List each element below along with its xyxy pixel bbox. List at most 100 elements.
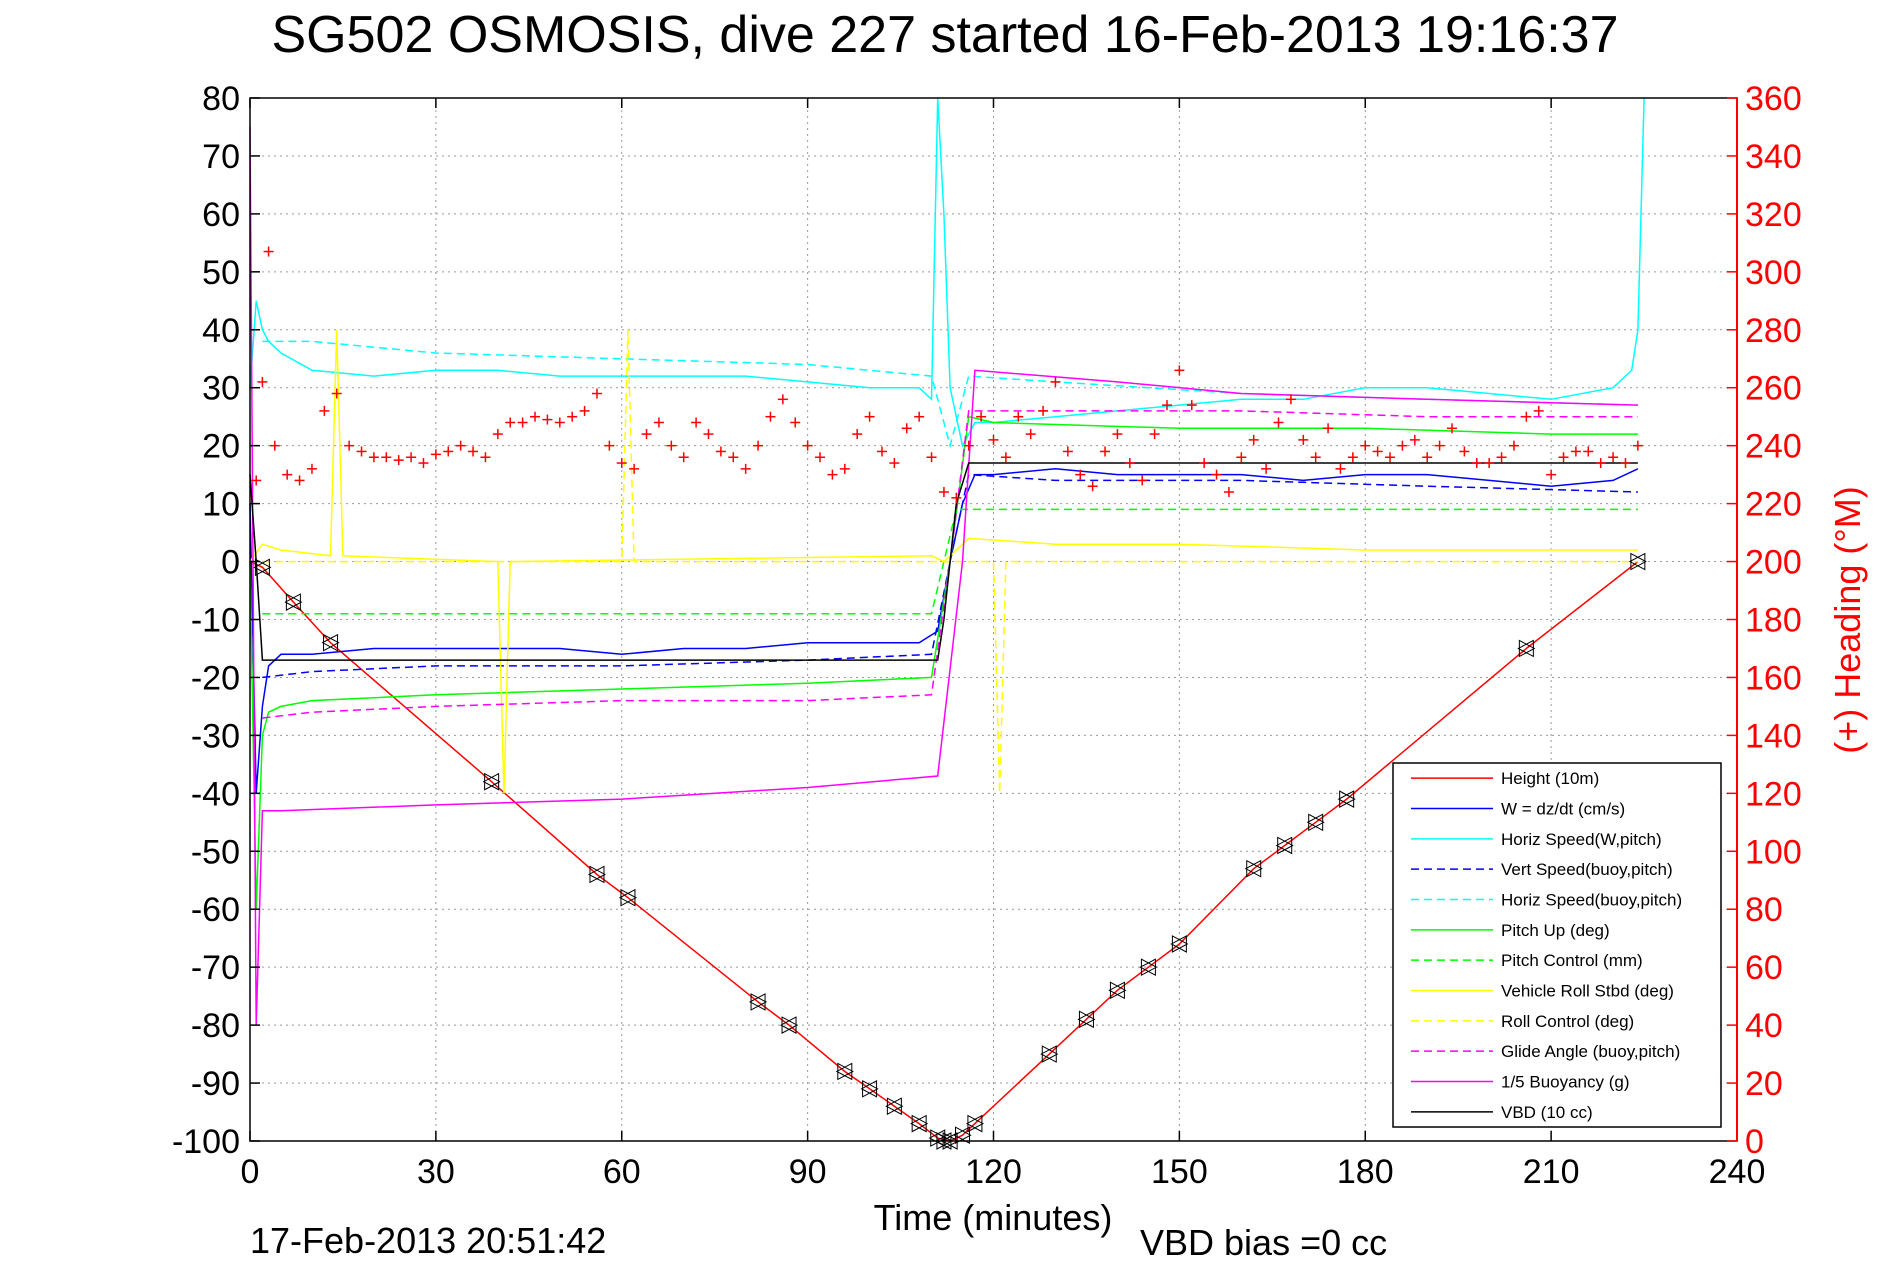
legend-label: Horiz Speed(W,pitch) [1501, 830, 1662, 849]
sample-marker [748, 993, 768, 1011]
heading-point [604, 440, 615, 451]
heading-point [1112, 429, 1123, 440]
heading-point [492, 429, 503, 440]
heading-point [257, 376, 268, 387]
heading-point [1223, 487, 1234, 498]
legend-item: Pitch Control (mm) [1411, 951, 1643, 970]
y-right-axis-label: (+) Heading (°M) [1827, 486, 1868, 753]
x-tick-label: 0 [241, 1153, 260, 1191]
sample-marker [618, 888, 638, 907]
heading-point [1124, 458, 1135, 469]
heading-point [269, 440, 280, 451]
y-right-tick-label: 240 [1745, 428, 1802, 466]
legend-label: Vert Speed(buoy,pitch) [1501, 860, 1673, 879]
legend-item: Horiz Speed(buoy,pitch) [1411, 891, 1682, 910]
y-right-tick-label: 300 [1745, 254, 1802, 292]
heading-point [530, 411, 541, 422]
y-tick-label: -70 [191, 949, 240, 987]
heading-point [1583, 446, 1594, 457]
y-right-tick-label: 180 [1745, 602, 1802, 640]
legend-label: Pitch Up (deg) [1501, 921, 1610, 940]
heading-point [938, 487, 949, 498]
sample-marker [1517, 639, 1536, 658]
heading-point [926, 452, 937, 463]
heading-point [753, 440, 764, 451]
x-tick-label: 210 [1523, 1153, 1580, 1191]
heading-point [1372, 446, 1383, 457]
heading-point [1323, 423, 1334, 434]
heading-point [1310, 452, 1321, 463]
heading-point [331, 388, 342, 399]
y-tick-label: 80 [202, 80, 240, 118]
y-tick-label: -20 [191, 659, 240, 697]
heading-point [653, 417, 664, 428]
heading-point [1496, 452, 1507, 463]
x-axis-label: Time (minutes) [874, 1197, 1113, 1238]
y-right-tick-label: 140 [1745, 717, 1802, 755]
y-right-tick-label: 160 [1745, 659, 1802, 697]
y-right-tick-label: 200 [1745, 544, 1802, 582]
legend-item: Height (10m) [1411, 769, 1599, 788]
legend-item: VBD (10 cc) [1411, 1103, 1593, 1122]
heading-point [1632, 440, 1643, 451]
heading-point [1459, 446, 1470, 457]
y-tick-label: -100 [172, 1123, 240, 1161]
heading-point [889, 458, 900, 469]
heading-point [1360, 440, 1371, 451]
y-right-tick-label: 320 [1745, 196, 1802, 234]
heading-point [1521, 411, 1532, 422]
heading-point [1025, 429, 1036, 440]
series-line-1 [249, 468, 1639, 794]
heading-point [790, 417, 801, 428]
y-tick-label: -40 [191, 775, 240, 813]
heading-point [1174, 365, 1185, 376]
y-tick-label: 50 [202, 254, 240, 292]
heading-point [430, 449, 441, 460]
legend-item: Vert Speed(buoy,pitch) [1411, 860, 1673, 879]
heading-point [715, 446, 726, 457]
heading-point [306, 463, 317, 474]
sample-marker [1040, 1045, 1059, 1063]
heading-point [852, 429, 863, 440]
y-tick-label: -30 [191, 717, 240, 755]
y-tick-label: -50 [191, 833, 240, 871]
sample-marker [1170, 935, 1189, 953]
heading-point [988, 434, 999, 445]
legend-item: Horiz Speed(W,pitch) [1411, 830, 1662, 849]
x-tick-label: 180 [1337, 1153, 1394, 1191]
footer-vbd-bias: VBD bias =0 cc [1140, 1222, 1387, 1262]
legend-label: Vehicle Roll Stbd (deg) [1501, 982, 1674, 1001]
legend: Height (10m) W = dz/dt (cm/s) Horiz Speed(… [1392, 762, 1722, 1128]
x-tick-label: 120 [965, 1153, 1022, 1191]
heading-point [1471, 458, 1482, 469]
heading-point [1546, 469, 1557, 480]
heading-point [1595, 458, 1606, 469]
y-right-tick-label: 60 [1745, 949, 1783, 987]
heading-point [418, 458, 429, 469]
legend-item: Glide Angle (buoy,pitch) [1411, 1042, 1680, 1061]
heading-point [629, 463, 640, 474]
y-right-tick-label: 260 [1745, 370, 1802, 408]
heading-point [1298, 434, 1309, 445]
series-line-3 [262, 473, 1638, 679]
heading-point [703, 429, 714, 440]
heading-point [1050, 376, 1061, 387]
heading-point [406, 452, 417, 463]
y-tick-label: -80 [191, 1007, 240, 1045]
y-right-tick-label: 220 [1745, 486, 1802, 524]
legend-label: Pitch Control (mm) [1501, 951, 1643, 970]
sample-marker [885, 1097, 904, 1116]
legend-item: Pitch Up (deg) [1411, 921, 1610, 940]
heading-point [567, 411, 578, 422]
heading-point [1620, 458, 1631, 469]
heading-point [480, 452, 491, 463]
series-line-11 [249, 462, 1638, 661]
chart-title: SG502 OSMOSIS, dive 227 started 16-Feb-2… [271, 6, 1618, 64]
heading-point [1100, 446, 1111, 457]
y-tick-label: -90 [191, 1065, 240, 1103]
heading-point [815, 452, 826, 463]
heading-point [839, 463, 850, 474]
y-right-tick-label: 100 [1745, 833, 1802, 871]
y-right-tick-label: 80 [1745, 891, 1783, 929]
heading-point [1385, 452, 1396, 463]
